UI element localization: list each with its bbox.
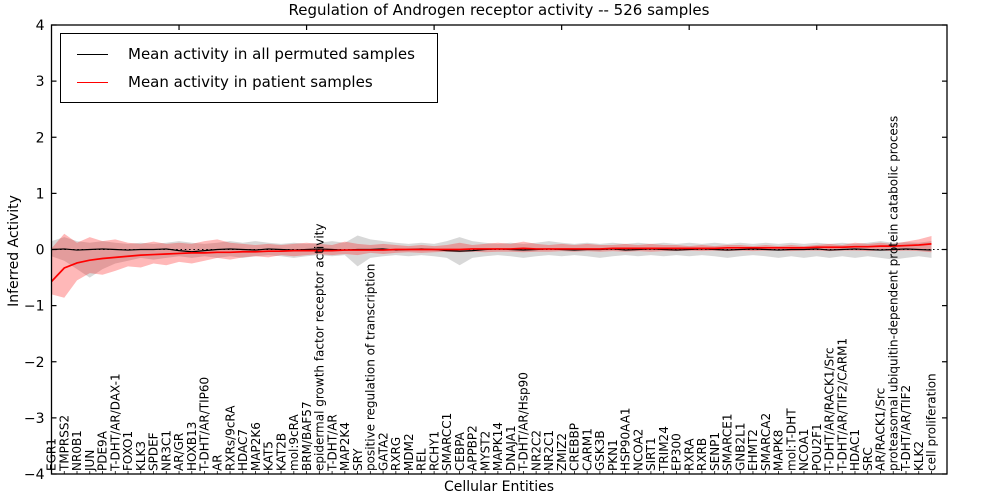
x-tick-label: CREBBP [568,423,582,471]
x-tick-label: MYST2 [478,431,492,471]
x-tick-label: JUN [83,450,97,472]
x-tick-label: EP300 [670,433,684,471]
x-tick-label: RXRB [695,438,709,471]
x-tick-label: mol:9cRA [287,414,301,471]
x-tick-label: POU2F1 [810,423,824,471]
x-tick-label: MDM2 [402,433,416,471]
x-tick-label: NCOA1 [797,429,811,471]
x-tick-label: NCOA2 [631,429,645,471]
y-tick-label: 0 [36,243,45,259]
x-tick-label: NR2C1 [542,430,556,471]
x-tick-label: cell proliferation [925,373,939,471]
chart-title: Regulation of Androgen receptor activity… [288,1,710,19]
x-tick-label: T-DHT/AR/DAX-1 [108,373,122,472]
x-tick-label: CARM1 [580,428,594,471]
x-tick-label: KAT5 [262,441,276,471]
x-tick-label: T-DHT/AR/RACK1/Src [823,348,837,472]
x-tick-label: T-DHT/AR/TIF2 [899,385,913,472]
x-tick-label: AR [210,454,224,471]
x-tick-label: GNB2L1 [733,423,747,471]
mean-patient-line [50,243,932,283]
y-tick-label: −4 [24,467,45,483]
patient-band [51,233,932,298]
x-tick-label: KLK3 [134,441,148,471]
x-tick-label: MAP2K6 [249,422,263,471]
x-tick-label: positive regulation of transcription [364,264,378,471]
legend-entry-patient: Mean activity in patient samples [75,68,415,96]
x-tick-label: GSK3B [593,430,607,471]
legend: Mean activity in all permuted samples Me… [60,33,438,103]
x-tick-label: FOXO1 [121,431,135,471]
x-tick-label: TRIM24 [657,426,671,472]
y-tick-label: 3 [36,74,45,90]
x-tick-label: ZMIZ2 [555,433,569,471]
x-tick-label: SRY [351,448,365,471]
x-tick-label: proteasomal ubiquitin-dependent protein … [886,116,900,471]
x-tick-label: SMARCC1 [440,413,454,471]
x-tick-label: SPDEF [147,432,161,471]
x-tick-label: NR2C2 [529,430,543,471]
x-tick-label: PDE9A [96,430,110,471]
legend-label-permuted: Mean activity in all permuted samples [128,45,415,63]
x-tick-label: KLK2 [912,441,926,471]
permuted-line-swatch-icon [77,53,108,55]
y-tick-label: 1 [36,186,45,202]
x-tick-label: DNAJA1 [504,425,518,471]
x-tick-label: MAP2K4 [338,422,352,471]
x-tick-label: SMARCE1 [721,413,735,471]
x-tick-label: T-DHT/AR/TIF2/CARM1 [835,338,849,472]
y-tick-label: −3 [24,411,45,427]
x-tick-label: RXRA [682,438,696,471]
x-tick-label: MAPK14 [491,422,505,471]
legend-entry-permuted: Mean activity in all permuted samples [75,40,415,68]
x-tick-label: T-DHT/AR [325,414,339,472]
y-tick-label: 4 [36,18,45,34]
x-tick-label: BRM/BAF57 [300,401,314,471]
x-tick-label: T-DHT/AR/TIP60 [198,377,212,472]
x-tick-label: RCHY1 [427,431,441,471]
y-axis-label: Inferred Activity [6,195,22,307]
x-tick-label: RXRs/9cRA [223,405,237,471]
y-tick-label: −1 [24,299,45,315]
y-tick-label: −2 [24,355,45,371]
x-tick-label: RXRG [389,437,403,471]
x-tick-label: EHMT2 [746,429,760,471]
x-tick-label: mol:T-DHT [784,408,798,471]
legend-label-patient: Mean activity in patient samples [128,73,373,91]
x-tick-label: HOXB13 [185,422,199,471]
permuted-band [51,235,932,278]
x-tick-label: T-DHT/AR/Hsp90 [517,372,531,472]
x-tick-label: HDAC1 [848,429,862,471]
x-tick-label: REL [415,448,429,471]
x-tick-label: GATA2 [376,432,390,471]
x-tick-label: SRC [861,447,875,471]
x-tick-label: NR3C1 [159,430,173,471]
x-tick-label: SIRT1 [644,437,658,471]
x-tick-label: KAT2B [274,433,288,471]
x-tick-label: HSP90AA1 [619,407,633,471]
y-tick-label: 2 [36,130,45,146]
x-tick-label: SMARCA2 [759,413,773,471]
x-tick-label: PKN1 [606,439,620,471]
x-tick-label: epidermal growth factor receptor activit… [313,224,327,471]
x-tick-label: MAPK8 [772,430,786,471]
x-tick-label: AR/GR [172,433,186,471]
x-tick-label: SENP1 [708,432,722,471]
x-tick-label: EGR1 [45,438,59,471]
x-tick-label: CEBPA [453,431,467,471]
x-tick-label: NR0B1 [70,430,84,471]
x-axis-label: Cellular Entities [443,479,555,495]
x-tick-label: AR/RACK1/Src [874,388,888,471]
x-tick-label: APPBP2 [466,425,480,471]
patient-line-swatch-icon [77,81,108,83]
x-tick-label: HDAC7 [236,429,250,471]
x-tick-label: TMPRSS2 [57,415,71,472]
